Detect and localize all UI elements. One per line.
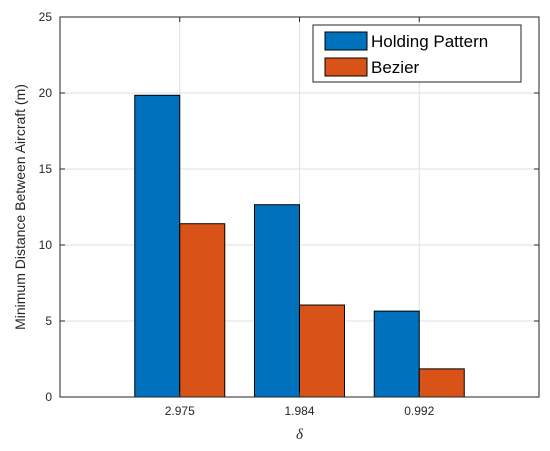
bar-bezier xyxy=(179,223,226,398)
axis-ticks xyxy=(60,16,539,398)
y-tick-label: 15 xyxy=(39,162,53,176)
x-tick-label: 2.975 xyxy=(165,404,195,418)
bar-holding-pattern xyxy=(373,310,420,398)
y-tick-label: 10 xyxy=(39,238,53,252)
legend-swatch-bezier xyxy=(324,57,368,77)
y-tick-labels: 0 5 10 15 20 25 xyxy=(39,10,53,404)
bars-group xyxy=(134,94,465,398)
x-tick-label: 1.984 xyxy=(284,404,314,418)
bar-holding-pattern xyxy=(134,94,181,398)
bar-holding-pattern xyxy=(254,204,300,398)
legend-swatch-holding-pattern xyxy=(324,31,368,51)
y-tick-label: 5 xyxy=(45,314,52,328)
x-tick-label: 0.992 xyxy=(404,404,434,418)
bar-bezier xyxy=(418,368,465,398)
bar-bezier xyxy=(299,304,345,398)
x-axis-label: δ xyxy=(296,427,304,443)
y-axis-label: Minimum Distance Between Aircraft (m) xyxy=(12,84,28,330)
x-tick-labels: 2.975 1.984 0.992 xyxy=(165,404,435,418)
y-tick-label: 20 xyxy=(39,86,53,100)
legend-label-bezier: Bezier xyxy=(371,58,420,77)
legend-label-holding-pattern: Holding Pattern xyxy=(371,32,488,51)
y-tick-label: 25 xyxy=(39,10,53,24)
legend: Holding Pattern Bezier xyxy=(312,24,522,83)
y-tick-label: 0 xyxy=(45,390,52,404)
